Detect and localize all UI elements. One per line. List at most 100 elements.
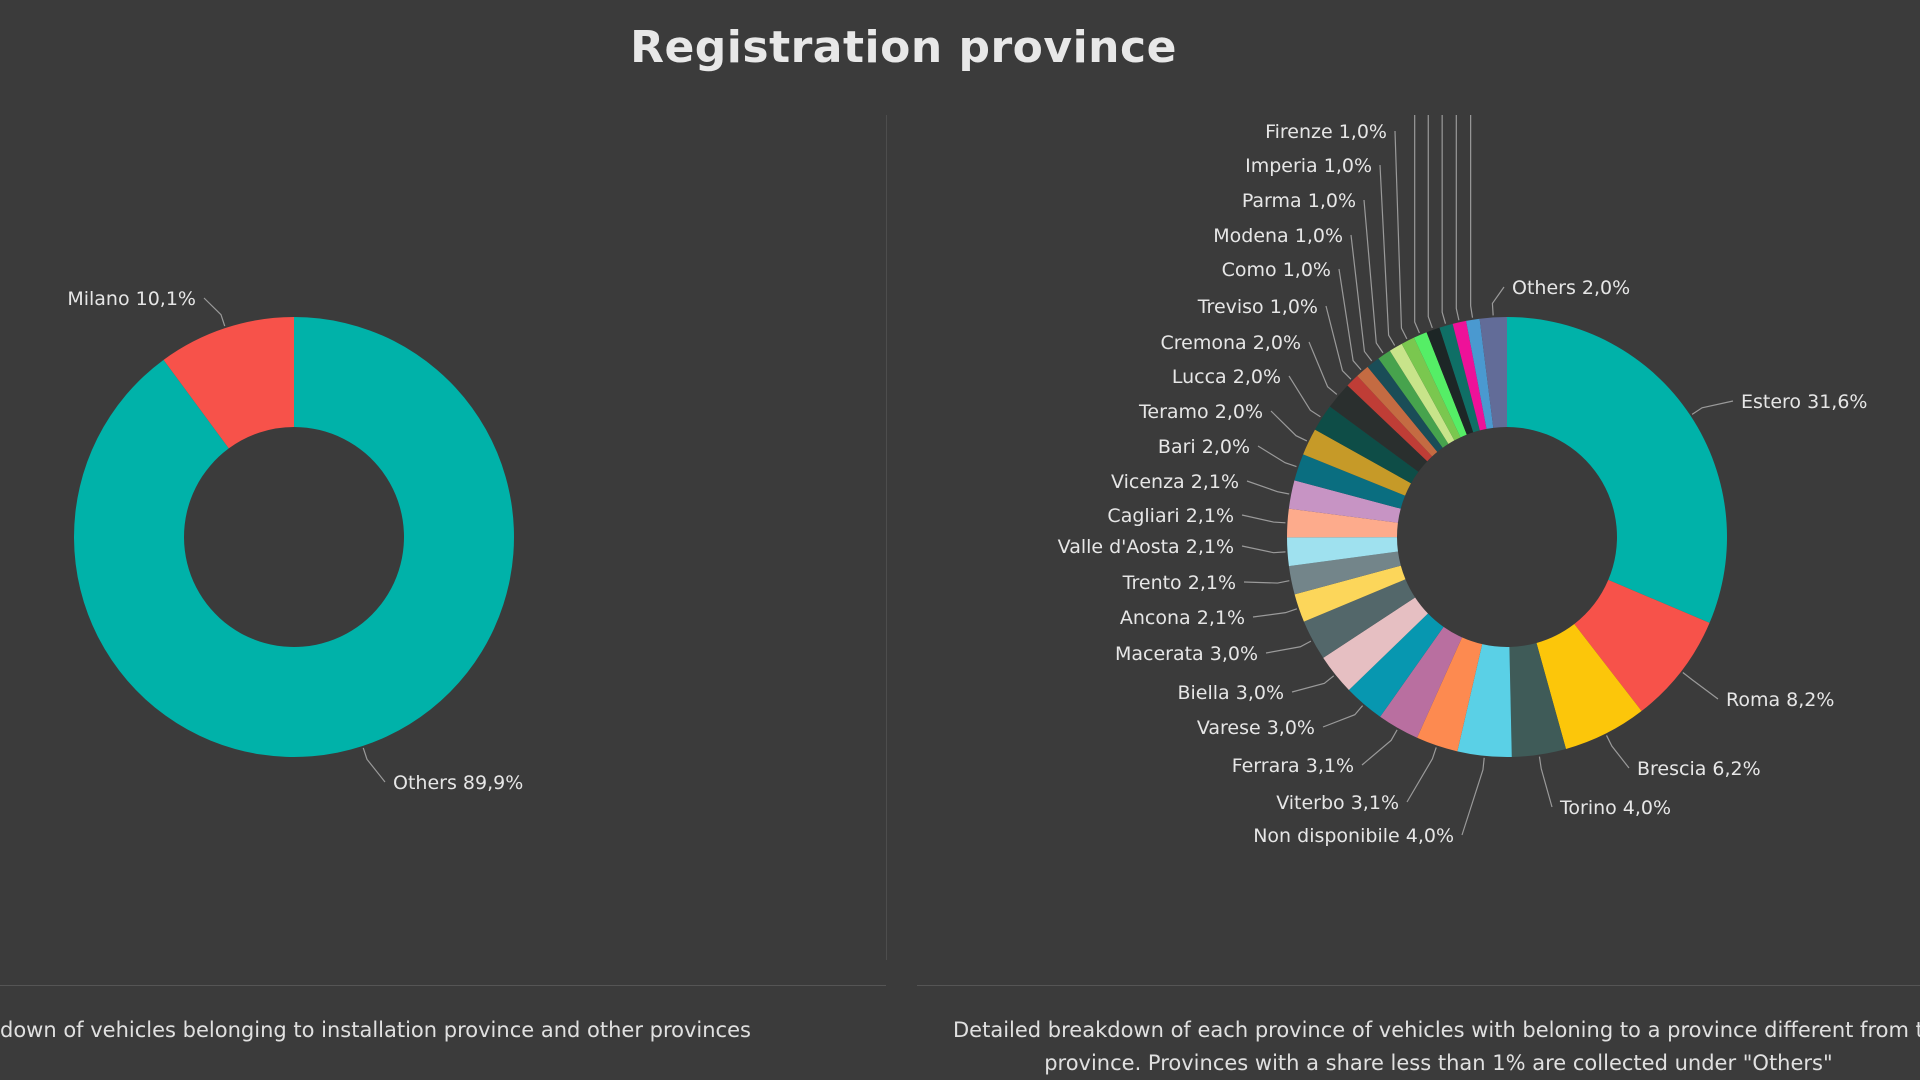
page-title: Registration province — [630, 22, 1177, 73]
detail-slice-firenze[interactable] — [1401, 337, 1461, 441]
detail-data-label: Cremona 2,0% — [1161, 332, 1301, 354]
detail-data-label: Vicenza 2,1% — [1111, 471, 1239, 493]
detail-slice-parma[interactable] — [1378, 350, 1449, 448]
detail-slice-macerata[interactable] — [1303, 579, 1416, 658]
detail-leader-line — [1288, 375, 1321, 418]
detail-slice-25[interactable] — [1413, 332, 1467, 438]
detail-data-label: Varese 3,0% — [1197, 717, 1315, 739]
detail-data-label: Biella 3,0% — [1177, 682, 1284, 704]
detail-slice-others[interactable] — [1479, 317, 1507, 428]
detail-slice-imperia[interactable] — [1389, 343, 1455, 444]
detail-slice-non[interactable] — [1457, 644, 1512, 757]
detail-slice-cremona[interactable] — [1329, 385, 1428, 472]
detail-leader-line — [1682, 672, 1719, 700]
detail-leader-line — [1461, 757, 1485, 836]
detail-data-label: Treviso 1,0% — [1197, 296, 1318, 318]
detail-slice-brescia[interactable] — [1536, 624, 1642, 749]
detail-leader-line — [1270, 410, 1308, 442]
detail-slice-lucca[interactable] — [1315, 406, 1419, 484]
panel-divider — [886, 115, 887, 960]
detail-data-label: Parma 1,0% — [1242, 190, 1356, 212]
detail-slice-trento[interactable] — [1288, 551, 1401, 595]
overview-leader-line — [362, 747, 386, 783]
detail-slice-vicenza[interactable] — [1288, 480, 1401, 523]
detail-slice-bari[interactable] — [1294, 454, 1406, 509]
detail-leader-line — [1394, 130, 1408, 340]
detail-leader-line — [1427, 115, 1433, 329]
detail-leader-line — [1338, 268, 1362, 371]
detail-slice-modena[interactable] — [1367, 358, 1443, 452]
detail-slice-ferrara[interactable] — [1380, 626, 1463, 738]
detail-data-label: Roma 8,2% — [1726, 689, 1834, 711]
detail-data-label: Torino 4,0% — [1559, 797, 1671, 819]
caption-divider-left — [0, 985, 886, 986]
detail-data-label: Firenze 1,0% — [1265, 121, 1387, 143]
caption-detail-line-2: province. Provinces with a share less th… — [1044, 1051, 1833, 1075]
detail-data-label: Brescia 6,2% — [1637, 758, 1761, 780]
overview-leader-line — [203, 297, 226, 327]
detail-leader-line — [1361, 729, 1398, 766]
detail-leader-line — [1538, 756, 1553, 808]
detail-leader-line — [1241, 514, 1286, 524]
detail-slice-28[interactable] — [1452, 320, 1487, 431]
detail-leader-line — [1322, 705, 1364, 728]
detail-data-label: Ferrara 3,1% — [1232, 755, 1354, 777]
detail-slice-cagliari[interactable] — [1287, 508, 1398, 538]
caption-divider-right — [917, 985, 1920, 986]
detail-slice-viterbo[interactable] — [1417, 637, 1483, 752]
detail-leader-line — [1291, 675, 1335, 693]
detail-leader-line — [1691, 400, 1734, 415]
detail-slice-treviso[interactable] — [1347, 375, 1433, 462]
detail-leader-line — [1605, 735, 1630, 769]
detail-slice-valle[interactable] — [1287, 537, 1398, 567]
detail-leader-line — [1406, 747, 1437, 803]
detail-slice-roma[interactable] — [1574, 579, 1710, 712]
detail-data-label: Non disponibile 4,0% — [1253, 825, 1454, 847]
detail-data-label: Cagliari 2,1% — [1107, 505, 1234, 527]
detail-data-label: Estero 31,6% — [1741, 391, 1867, 413]
detail-data-label: Valle d'Aosta 2,1% — [1058, 536, 1234, 558]
detail-leader-line — [1243, 580, 1290, 584]
detail-leader-line — [1308, 341, 1338, 395]
detail-data-label: Ancona 2,1% — [1120, 607, 1245, 629]
detail-leader-line — [1414, 115, 1420, 334]
detail-leader-line — [1363, 199, 1384, 354]
detail-slice-29[interactable] — [1466, 318, 1494, 429]
detail-leader-line — [1257, 445, 1297, 468]
detail-leader-line — [1441, 115, 1447, 324]
overview-slice-others[interactable] — [73, 317, 514, 757]
caption-detail: Detailed breakdown of each province of v… — [953, 1014, 1920, 1080]
detail-slice-varese[interactable] — [1348, 613, 1444, 717]
detail-leader-line — [1246, 480, 1290, 495]
detail-data-label: Others 2,0% — [1512, 277, 1630, 299]
detail-slice-ancona[interactable] — [1294, 565, 1406, 622]
donut-chart-detail: Estero 31,6% Roma 8,2% Brescia 6,2% Torino … — [1058, 115, 1867, 847]
detail-data-label: Teramo 2,0% — [1138, 401, 1263, 423]
detail-slice-torino[interactable] — [1509, 642, 1566, 757]
detail-data-label: Trento 2,1% — [1122, 572, 1236, 594]
detail-data-label: Lucca 2,0% — [1172, 366, 1281, 388]
detail-slice-como[interactable] — [1357, 366, 1438, 457]
detail-leader-line — [1325, 305, 1352, 380]
detail-data-label: Imperia 1,0% — [1245, 155, 1372, 177]
detail-data-label: Bari 2,0% — [1158, 436, 1250, 458]
detail-slice-biella[interactable] — [1323, 597, 1428, 690]
detail-slice-teramo[interactable] — [1303, 429, 1412, 496]
detail-leader-line — [1241, 545, 1286, 554]
detail-leader-line — [1379, 164, 1396, 346]
detail-slice-26[interactable] — [1426, 327, 1474, 435]
detail-data-label: Viterbo 3,1% — [1276, 792, 1399, 814]
detail-leader-line — [1455, 115, 1460, 321]
detail-data-label: Modena 1,0% — [1213, 225, 1343, 247]
detail-slice-27[interactable] — [1439, 323, 1480, 433]
detail-data-label: Macerata 3,0% — [1115, 643, 1258, 665]
overview-data-label: Milano 10,1% — [67, 288, 196, 310]
detail-leader-line — [1265, 640, 1312, 654]
detail-leader-line — [1252, 608, 1298, 618]
detail-leader-line — [1491, 286, 1505, 316]
overview-slice-milano[interactable] — [163, 317, 294, 449]
detail-data-label: Como 1,0% — [1222, 259, 1331, 281]
detail-slice-estero[interactable] — [1507, 317, 1727, 623]
